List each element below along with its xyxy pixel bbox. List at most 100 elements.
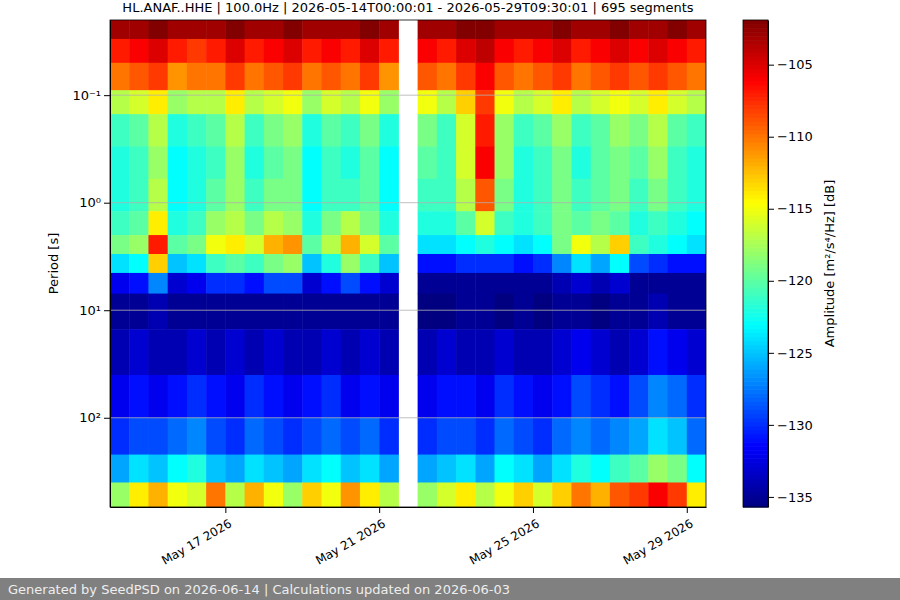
colorbar-swatch	[743, 211, 768, 216]
heatmap-cell	[148, 39, 168, 63]
heatmap-cell	[591, 482, 611, 507]
colorbar-tick-mark	[768, 353, 774, 354]
x-tick-mark	[533, 507, 534, 513]
heatmap-cell	[302, 146, 322, 179]
heatmap-cell	[437, 329, 457, 375]
heatmap-cell	[437, 482, 457, 507]
heatmap-cell	[187, 179, 207, 212]
colorbar-swatch	[743, 117, 768, 122]
colorbar-swatch	[743, 397, 768, 402]
heatmap-cell	[456, 114, 476, 147]
colorbar-swatch	[743, 324, 768, 329]
heatmap-cell	[456, 273, 476, 294]
plot-background	[110, 20, 706, 507]
heatmap-cell	[302, 329, 322, 375]
colorbar-swatch	[743, 190, 768, 195]
heatmap-cell	[225, 179, 245, 212]
colorbar-swatch	[743, 109, 768, 114]
colorbar-swatch	[743, 369, 768, 374]
heatmap-cell	[591, 211, 611, 235]
heatmap-cell	[341, 146, 361, 179]
heatmap-cell	[187, 294, 207, 330]
heatmap-cell	[321, 20, 341, 39]
heatmap-cell	[514, 329, 534, 375]
heatmap-cell	[648, 294, 668, 330]
heatmap-cell	[533, 482, 553, 507]
heatmap-cell	[456, 235, 476, 254]
heatmap-cell	[456, 455, 476, 483]
heatmap-cell	[418, 329, 438, 375]
colorbar-swatch	[743, 454, 768, 459]
heatmap-cell	[379, 63, 399, 91]
colorbar-swatch	[743, 365, 768, 370]
heatmap-cell	[168, 235, 188, 254]
heatmap-cell	[129, 294, 149, 330]
heatmap-cell	[321, 455, 341, 483]
colorbar-swatch	[743, 292, 768, 297]
heatmap-cell	[321, 294, 341, 330]
heatmap-cell	[264, 39, 284, 63]
heatmap-cell	[591, 329, 611, 375]
heatmap-cell	[148, 20, 168, 39]
heatmap-cell	[514, 20, 534, 39]
colorbar-swatch	[743, 150, 768, 155]
heatmap-cell	[648, 114, 668, 147]
colorbar-swatch	[743, 487, 768, 492]
heatmap-cell	[110, 482, 130, 507]
x-tick: May 29 2026	[621, 507, 696, 568]
heatmap-cell	[533, 146, 553, 179]
heatmap-cell	[475, 211, 495, 235]
heatmap-cell	[591, 455, 611, 483]
heatmap-cell	[437, 375, 457, 418]
heatmap-cell	[514, 273, 534, 294]
heatmap-cell	[341, 482, 361, 507]
heatmap-cell	[321, 179, 341, 212]
heatmap-cell	[129, 235, 149, 254]
heatmap-cell	[591, 273, 611, 294]
colorbar-swatch	[743, 81, 768, 86]
heatmap-cell	[495, 235, 515, 254]
heatmap-cell	[514, 39, 534, 63]
heatmap-cell	[206, 211, 226, 235]
heatmap-cell	[437, 63, 457, 91]
heatmap-cell	[341, 254, 361, 273]
colorbar-swatch	[743, 373, 768, 378]
heatmap-cell	[495, 179, 515, 212]
heatmap-cell	[148, 254, 168, 273]
colorbar-tick-label: −120	[777, 273, 813, 288]
heatmap-cell	[475, 235, 495, 254]
heatmap-cell	[360, 375, 380, 418]
heatmap-cell	[514, 179, 534, 212]
heatmap-cell	[360, 273, 380, 294]
colorbar-swatch	[743, 97, 768, 102]
heatmap-cell	[591, 114, 611, 147]
heatmap-cell	[456, 482, 476, 507]
heatmap-cell	[264, 235, 284, 254]
heatmap-cell	[495, 114, 515, 147]
heatmap-cell	[418, 254, 438, 273]
heatmap-cell	[302, 235, 322, 254]
heatmap-cell	[321, 375, 341, 418]
x-axis: May 17 2026May 21 2026May 25 2026May 29 …	[111, 507, 707, 568]
heatmap-cell	[225, 235, 245, 254]
heatmap-cell	[148, 146, 168, 179]
heatmap-cell	[495, 273, 515, 294]
heatmap-cell	[629, 211, 649, 235]
heatmap-cell	[418, 375, 438, 418]
heatmap-cell	[648, 455, 668, 483]
heatmap-cell	[302, 482, 322, 507]
colorbar-swatch	[743, 410, 768, 415]
heatmap-cell	[514, 294, 534, 330]
heatmap-cell	[168, 482, 188, 507]
heatmap-cell	[206, 418, 226, 455]
heatmap-cell	[437, 90, 457, 114]
heatmap-cell	[187, 273, 207, 294]
heatmap-cell	[129, 455, 149, 483]
heatmap-cell	[648, 211, 668, 235]
heatmap-cell	[283, 375, 303, 418]
heatmap-cell	[668, 114, 688, 147]
heatmap-cell	[648, 482, 668, 507]
heatmap-cell	[245, 90, 265, 114]
heatmap-cell	[648, 254, 668, 273]
heatmap-cell	[129, 254, 149, 273]
